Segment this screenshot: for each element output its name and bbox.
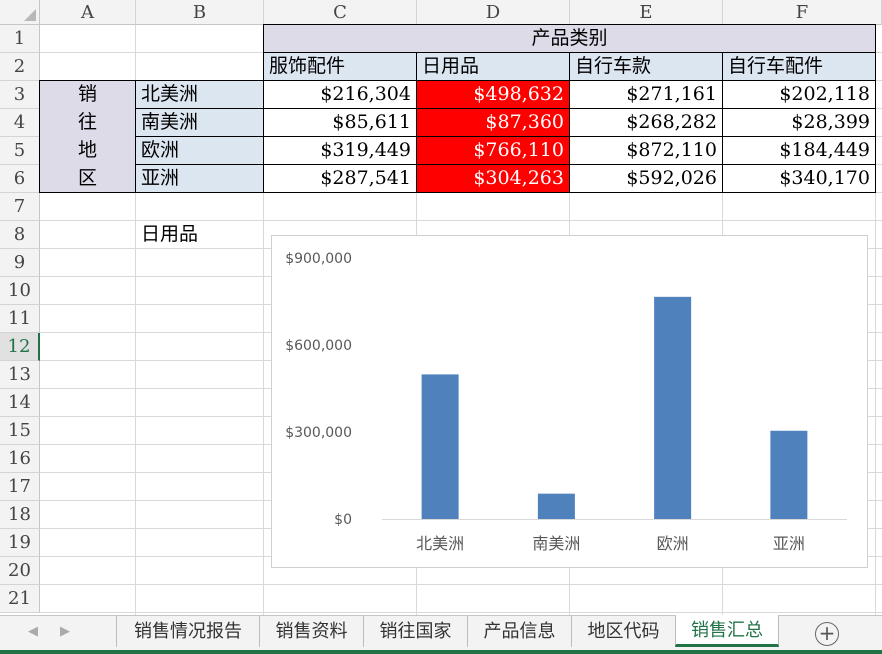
bar — [537, 493, 575, 519]
row-header[interactable]: 3 — [0, 81, 40, 109]
row-header[interactable]: 4 — [0, 109, 40, 137]
tab-sales-data[interactable]: 销售资料 — [259, 616, 363, 647]
value-cell[interactable]: $216,304 — [263, 80, 417, 109]
row-header[interactable]: 5 — [0, 137, 40, 165]
region-label[interactable]: 亚洲 — [135, 164, 264, 193]
status-accent-bar — [0, 650, 882, 654]
category-header[interactable]: 日用品 — [416, 52, 570, 81]
select-all-corner[interactable] — [0, 0, 40, 25]
y-tick-label: $300,000 — [285, 425, 352, 441]
column-header-e[interactable]: E — [570, 0, 723, 25]
region-group-header[interactable]: 销 往 地 区 — [39, 80, 136, 193]
value-cell-highlighted[interactable]: $498,632 — [416, 80, 570, 109]
category-header[interactable]: 自行车配件 — [722, 52, 876, 81]
value-cell[interactable]: $287,541 — [263, 164, 417, 193]
row-header[interactable]: 10 — [0, 277, 40, 305]
bar — [421, 374, 459, 519]
region-label[interactable]: 北美洲 — [135, 80, 264, 109]
value-cell-highlighted[interactable]: $304,263 — [416, 164, 570, 193]
column-header-a[interactable]: A — [40, 0, 136, 25]
gridline — [40, 612, 882, 613]
bar — [770, 430, 808, 519]
gridline — [135, 25, 136, 615]
row-header[interactable]: 11 — [0, 305, 40, 333]
region-group-char: 地 — [77, 139, 97, 161]
region-group-char: 往 — [77, 111, 97, 133]
tab-product-info[interactable]: 产品信息 — [467, 616, 571, 647]
x-tick-label: 北美洲 — [416, 534, 464, 553]
region-label[interactable]: 欧洲 — [135, 136, 264, 165]
tab-export-countries[interactable]: 销往国家 — [363, 616, 467, 647]
row-header[interactable]: 18 — [0, 501, 40, 529]
tab-sales-summary[interactable]: 销售汇总 — [675, 615, 779, 647]
chart-plot: $0 $300,000 $600,000 $900,000 北美洲 南美洲 欧洲 亚洲 — [285, 251, 847, 553]
worksheet[interactable]: A B C D E F 1 2 3 4 5 6 7 8 9 10 11 12 13 14 15 16 17 18 1… — [0, 0, 882, 615]
x-tick-label: 南美洲 — [532, 534, 580, 553]
region-group-char: 区 — [77, 167, 97, 189]
value-cell-highlighted[interactable]: $766,110 — [416, 136, 570, 165]
row-header[interactable]: 13 — [0, 361, 40, 389]
category-group-header[interactable]: 产品类别 — [263, 24, 876, 53]
value-cell[interactable]: $872,110 — [569, 136, 723, 165]
bar-chart[interactable]: $0 $300,000 $600,000 $900,000 北美洲 南美洲 欧洲 亚洲 — [271, 235, 868, 568]
value-cell[interactable]: $268,282 — [569, 108, 723, 137]
category-header[interactable]: 自行车款 — [569, 52, 723, 81]
row-header[interactable]: 16 — [0, 445, 40, 473]
value-cell[interactable]: $340,170 — [722, 164, 876, 193]
y-tick-label: $900,000 — [285, 251, 352, 267]
row-header[interactable]: 20 — [0, 557, 40, 585]
chart-series-label[interactable]: 日用品 — [141, 223, 199, 245]
gridline — [875, 25, 876, 615]
tab-sales-report[interactable]: 销售情况报告 — [116, 616, 259, 647]
plus-circle-icon[interactable]: + — [815, 622, 839, 646]
tab-region-code[interactable]: 地区代码 — [571, 616, 675, 647]
value-cell[interactable]: $202,118 — [722, 80, 876, 109]
row-header[interactable]: 6 — [0, 165, 40, 193]
gridline — [40, 584, 882, 585]
value-cell-highlighted[interactable]: $87,360 — [416, 108, 570, 137]
column-header-c[interactable]: C — [264, 0, 417, 25]
category-header[interactable]: 服饰配件 — [263, 52, 417, 81]
sheet-tab-bar: ◀ ▶ 销售情况报告 销售资料 销往国家 产品信息 地区代码 销售汇总 + — [0, 615, 882, 654]
row-header[interactable]: 14 — [0, 389, 40, 417]
row-header[interactable]: 19 — [0, 529, 40, 557]
row-header[interactable]: 2 — [0, 53, 40, 81]
gridline — [263, 25, 264, 615]
row-header[interactable]: 7 — [0, 193, 40, 221]
x-tick-label: 欧洲 — [657, 534, 689, 553]
triangle-left-icon[interactable]: ◀ — [28, 624, 38, 639]
value-cell[interactable]: $319,449 — [263, 136, 417, 165]
y-tick-label: $600,000 — [285, 338, 352, 354]
x-tick-label: 亚洲 — [773, 534, 805, 553]
column-header-f[interactable]: F — [723, 0, 882, 25]
row-header[interactable]: 21 — [0, 585, 40, 613]
value-cell[interactable]: $85,611 — [263, 108, 417, 137]
triangle-right-icon[interactable]: ▶ — [60, 624, 70, 639]
row-header[interactable]: 8 — [0, 221, 40, 249]
value-cell[interactable]: $184,449 — [722, 136, 876, 165]
y-tick-label: $0 — [334, 512, 352, 528]
column-header-d[interactable]: D — [417, 0, 570, 25]
row-header[interactable]: 9 — [0, 249, 40, 277]
row-header[interactable]: 1 — [0, 25, 40, 53]
value-cell[interactable]: $28,399 — [722, 108, 876, 137]
region-group-char: 销 — [77, 83, 97, 105]
value-cell[interactable]: $592,026 — [569, 164, 723, 193]
gridline — [40, 220, 882, 221]
row-header[interactable]: 15 — [0, 417, 40, 445]
column-header-b[interactable]: B — [136, 0, 264, 25]
row-header[interactable]: 17 — [0, 473, 40, 501]
value-cell[interactable]: $271,161 — [569, 80, 723, 109]
region-label[interactable]: 南美洲 — [135, 108, 264, 137]
row-header[interactable]: 12 — [0, 333, 40, 361]
bar — [654, 296, 692, 519]
